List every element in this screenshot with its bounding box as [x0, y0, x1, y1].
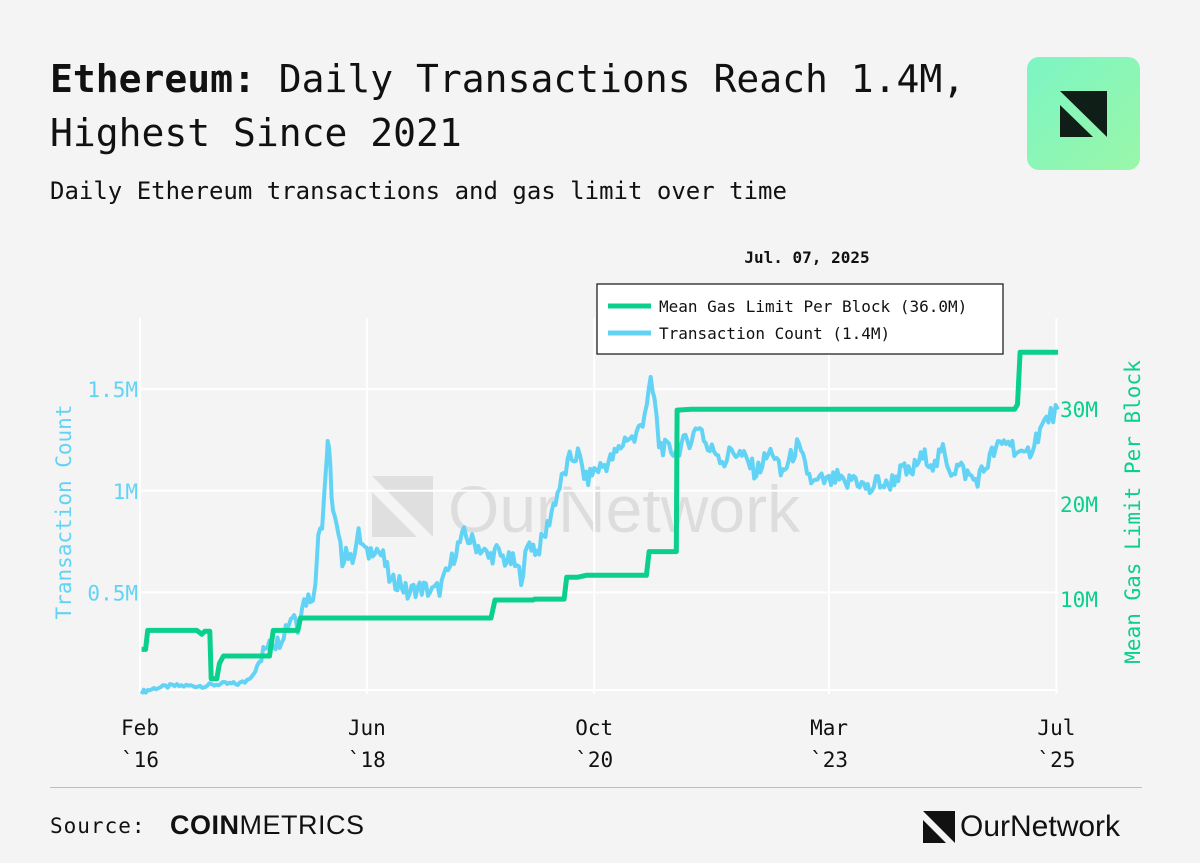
grid — [139, 318, 1058, 694]
x-tick-year: `23 — [810, 748, 848, 772]
y-right-tick-label: 10M — [1060, 588, 1098, 612]
x-tick-month: Oct — [575, 716, 613, 740]
chart-area: OurNetwork 0.5M 1M 1.5M 10M 20M 30M Feb `16 Ju… — [52, 248, 1145, 772]
legend-box — [596, 283, 1004, 355]
x-tick-year: `18 — [348, 748, 386, 772]
series-lines — [139, 349, 1060, 695]
y-right-tick-label: 30M — [1060, 398, 1098, 422]
chart-title: Ethereum: Daily Transactions Reach 1.4M,… — [50, 52, 980, 160]
x-tick-month: Feb — [121, 716, 159, 740]
series-line-transactions — [139, 375, 1060, 695]
watermark-text: OurNetwork — [448, 472, 801, 546]
x-tick-month: Mar — [810, 716, 848, 740]
x-tick-year: `25 — [1037, 748, 1075, 772]
coinmetrics-logo-bold: COIN — [170, 810, 240, 840]
source-label: Source: — [50, 814, 146, 838]
x-tick-year: `20 — [575, 748, 613, 772]
ournetwork-footer-icon — [923, 811, 955, 843]
ournetwork-logo-icon — [1060, 91, 1107, 137]
series-line-gas-limit — [141, 349, 1058, 682]
x-tick-month: Jul — [1037, 716, 1075, 740]
y-left-tick-label: 1M — [113, 480, 138, 504]
chart-title-rest: Daily Transactions Reach 1.4M, Highest S… — [50, 57, 966, 155]
legend-entry-gas: Mean Gas Limit Per Block (36.0M) — [659, 297, 967, 316]
y-right-ticks: 10M 20M 30M — [1060, 398, 1098, 612]
y-left-ticks: 0.5M 1M 1.5M — [87, 378, 138, 605]
coinmetrics-logo: COINMETRICS — [170, 808, 365, 842]
footer-divider — [50, 787, 1142, 788]
ournetwork-logo-tile — [1027, 57, 1140, 170]
y-left-tick-label: 0.5M — [87, 581, 138, 605]
x-ticks: Feb `16 Jun `18 Oct `20 Mar `23 Jul `25 — [121, 716, 1075, 772]
hover-date-label: Jul. 07, 2025 — [744, 248, 869, 267]
y-right-tick-label: 20M — [1060, 493, 1098, 517]
legend: Mean Gas Limit Per Block (36.0M) Transac… — [596, 283, 1004, 355]
coinmetrics-logo-rest: METRICS — [239, 810, 365, 840]
legend-entry-tx: Transaction Count (1.4M) — [659, 324, 890, 343]
ournetwork-footer-text: OurNetwork — [960, 810, 1121, 843]
chart-subtitle: Daily Ethereum transactions and gas limi… — [50, 177, 787, 205]
y-axis-right-label: Mean Gas Limit Per Block — [1121, 360, 1145, 664]
y-axis-left-label: Transaction Count — [52, 405, 76, 620]
chart-title-bold: Ethereum: — [50, 57, 256, 101]
x-tick-month: Jun — [348, 716, 386, 740]
y-left-tick-label: 1.5M — [87, 378, 138, 402]
x-tick-year: `16 — [121, 748, 159, 772]
